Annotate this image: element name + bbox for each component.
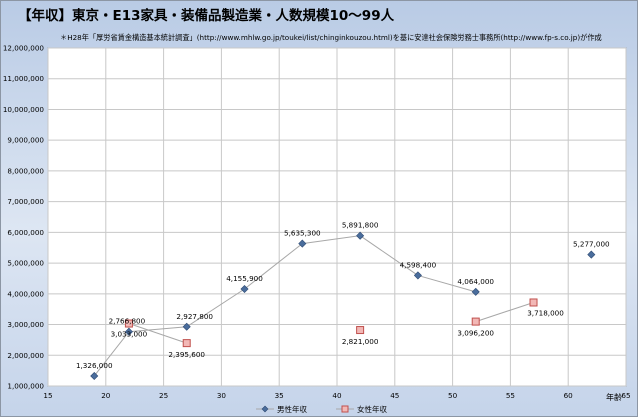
x-tick-label: 60 [564, 391, 574, 400]
grid [47, 47, 627, 387]
series-lines [93, 235, 534, 377]
y-tick-label: 4,000,000 [7, 289, 44, 298]
y-tick-label: 8,000,000 [7, 166, 44, 175]
x-tick-label: 45 [390, 391, 399, 400]
legend-label: 女性年収 [357, 404, 387, 414]
male-income-marker [471, 287, 480, 296]
x-axis-ticks: 15 20 25 30 35 40 45 50 55 60 65 [43, 391, 630, 400]
y-tick-label: 1,000,000 [7, 382, 44, 391]
x-tick-label: 50 [448, 391, 458, 400]
male-income-marker [240, 285, 249, 294]
data-label: 3,718,000 [527, 308, 564, 317]
male-income-marker [413, 271, 422, 280]
y-tick-label: 2,000,000 [7, 351, 44, 360]
data-label: 4,064,000 [457, 277, 494, 286]
data-label: 5,891,800 [342, 221, 379, 230]
x-tick-label: 65 [621, 391, 630, 400]
female-income-marker [182, 339, 191, 348]
y-tick-label: 5,000,000 [7, 259, 44, 268]
data-markers [90, 231, 596, 381]
x-tick-label: 20 [101, 391, 111, 400]
series-line [128, 323, 187, 344]
y-tick-label: 9,000,000 [7, 136, 44, 145]
male-income-marker [356, 231, 365, 240]
data-label: 4,155,900 [226, 274, 263, 283]
male-income-marker [298, 239, 307, 248]
y-tick-label: 10,000,000 [3, 105, 45, 114]
y-tick-label: 7,000,000 [7, 197, 44, 206]
chart-title: 【年収】東京・E13家具・装備品製造業・人数規模10～99人 [18, 7, 395, 24]
series-line [475, 302, 534, 323]
data-label: 2,821,000 [342, 337, 379, 346]
legend-male-marker [261, 405, 269, 413]
female-income-marker [124, 319, 133, 328]
data-label: 3,096,200 [457, 329, 494, 338]
series-line [93, 235, 476, 377]
legend-label: 男性年収 [277, 404, 307, 414]
male-income-marker [587, 250, 596, 259]
data-label: 2,395,600 [168, 350, 205, 359]
data-label: 1,326,000 [76, 361, 113, 370]
data-label: 2,927,800 [176, 312, 213, 321]
data-label: 3,033,000 [111, 330, 148, 339]
x-tick-label: 35 [275, 391, 284, 400]
female-income-marker [471, 317, 480, 326]
x-axis-label: 年齢 [606, 392, 622, 402]
data-label: 4,598,400 [400, 260, 437, 269]
data-labels: 1,326,000 2,766,800 2,927,800 4,155,900 5,63… [76, 221, 610, 370]
y-tick-label: 3,000,000 [7, 320, 44, 329]
y-tick-label: 11,000,000 [3, 74, 45, 83]
data-label: 5,277,000 [573, 240, 610, 249]
chart-subtitle: ＊H28年「厚労省賃金構造基本統計調査」(http://www.mhlw.go.… [60, 33, 602, 42]
x-tick-label: 25 [159, 391, 168, 400]
y-tick-label: 6,000,000 [7, 228, 44, 237]
x-tick-label: 15 [43, 391, 52, 400]
x-tick-label: 55 [506, 391, 515, 400]
data-label: 2,766,800 [109, 317, 146, 326]
legend: 男性年収 女性年収 [256, 404, 387, 414]
data-label: 5,635,300 [284, 229, 321, 238]
male-income-marker [182, 322, 191, 331]
x-tick-label: 30 [217, 391, 227, 400]
female-income-marker [529, 298, 538, 307]
legend-female-marker [341, 405, 349, 413]
female-income-marker [356, 326, 365, 335]
x-tick-label: 40 [332, 391, 342, 400]
y-tick-label: 12,000,000 [3, 44, 45, 53]
y-axis-ticks: 1,000,000 2,000,000 3,000,000 4,000,000 5,00… [3, 44, 45, 391]
male-income-marker [90, 371, 99, 381]
male-income-marker [124, 327, 133, 336]
